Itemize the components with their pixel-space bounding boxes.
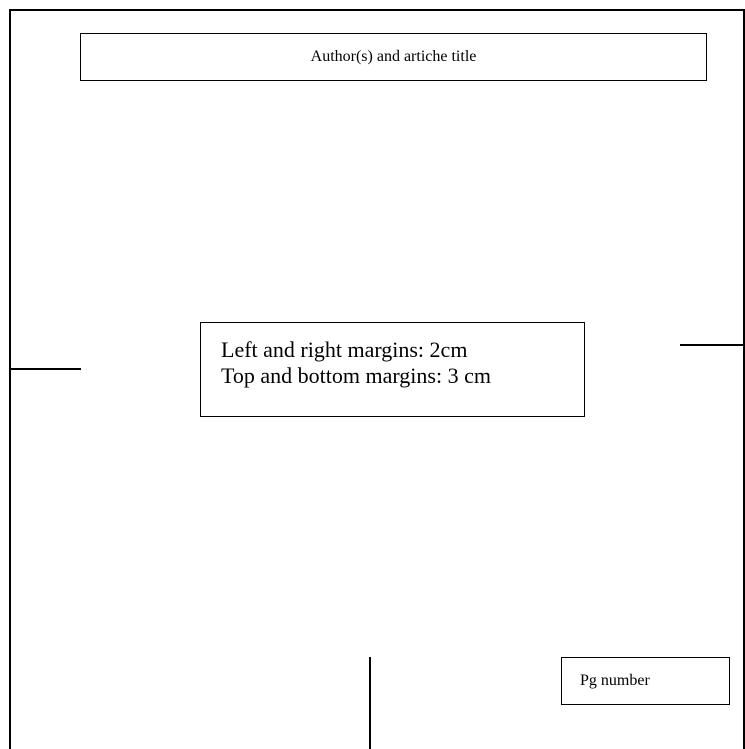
bottom-center-tick xyxy=(369,657,371,749)
margins-note-line-2: Top and bottom margins: 3 cm xyxy=(221,363,491,388)
right-margin-tick xyxy=(680,344,745,346)
page-number-box: Pg number xyxy=(561,657,730,705)
header-box: Author(s) and artiche title xyxy=(80,33,707,81)
margins-note-line-1: Left and right margins: 2cm xyxy=(221,337,468,362)
page-number-label: Pg number xyxy=(580,672,650,689)
left-margin-tick xyxy=(9,368,81,370)
header-text: Author(s) and artiche title xyxy=(310,48,477,65)
page-outline xyxy=(9,9,745,749)
margins-note-box: Left and right margins: 2cm Top and bott… xyxy=(200,322,585,417)
